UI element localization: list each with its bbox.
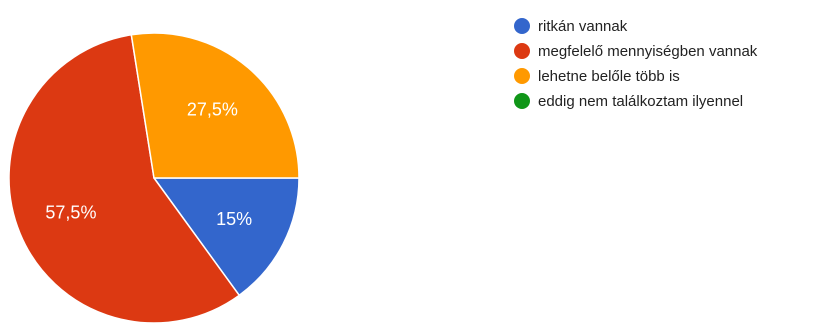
slice-value-label-1: 15% [216,209,252,229]
pie-slice-2 [8,33,241,324]
slice-value-label-3: 27,5% [187,100,238,120]
legend-swatch-4 [514,93,530,109]
legend-swatch-2 [514,43,530,59]
pie-slice-labels: 15% 57,5% 27,5% [45,100,252,229]
slice-value-label-2: 57,5% [45,202,96,222]
legend-swatch-3 [514,68,530,84]
legend-swatch-1 [514,18,530,34]
legend-label-1: ritkán vannak [538,18,628,35]
legend-label-3: lehetne belőle több is [538,68,680,85]
legend-label-4: eddig nem találkoztam ilyennel [538,93,743,110]
legend-label-2: megfelelő mennyiségben vannak [538,43,758,60]
pie-slice-3 [130,32,300,179]
chart-legend: ritkán vannak megfelelő mennyiségben vann… [514,18,758,110]
pie-slice-1 [152,177,300,297]
pie-slices [8,32,300,324]
